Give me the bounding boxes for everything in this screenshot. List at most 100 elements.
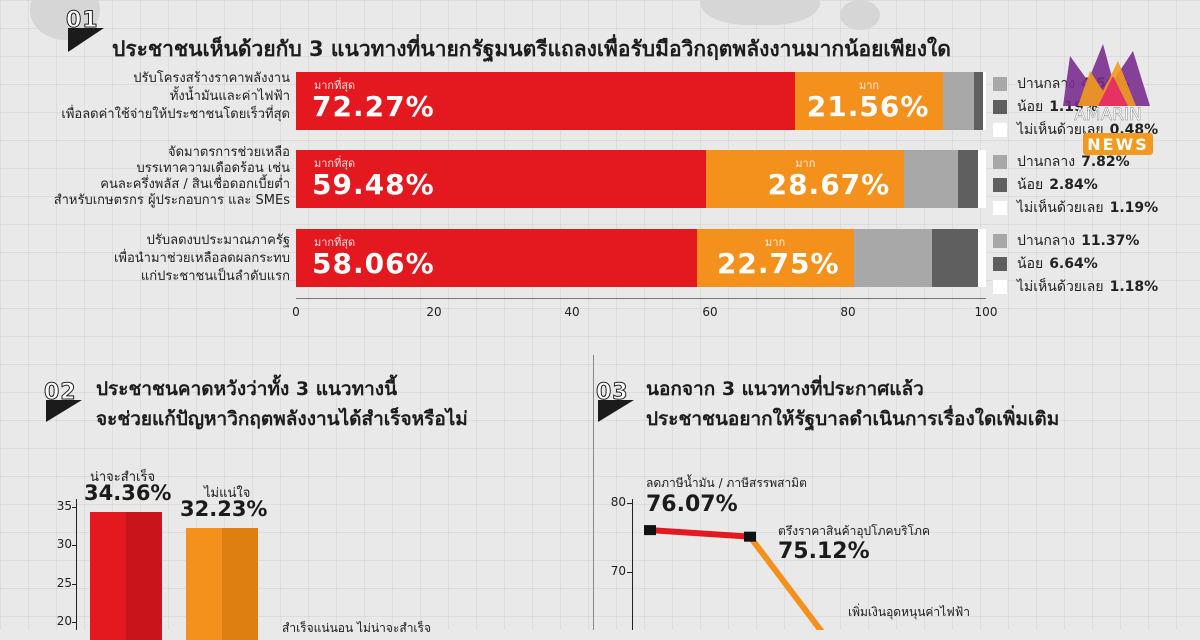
category-label: เพื่อนำมาช่วยเหลือลดผลกระทบ [113,251,290,266]
line-segment [747,534,825,630]
legend-label: ไม่เห็นด้วยเลย [1017,121,1104,138]
legend-value: 2.84% [1049,176,1098,193]
legend-value: 11.37% [1081,232,1140,249]
y-tick-mark [72,622,76,623]
legend-item: ปานกลาง 7.82% [993,150,1158,173]
legend-swatch [993,256,1007,271]
legend-label: น้อย [1017,176,1044,193]
legend-value: 1.18% [1109,278,1159,295]
legend-label: ปานกลาง [1017,153,1076,170]
bar-segment [977,150,986,208]
y-tick-mark [627,572,632,573]
y-tick-mark [72,545,76,547]
category-label: เพื่อลดค่าใช้จ่ายให้ประชาชนโดยเร็วที่สุด [61,107,290,122]
x-tick-label: 80 [840,305,856,319]
point-value-label: 75.12% [778,539,870,564]
bar-row: มากที่สุด 72.27% มาก 21.56% [296,72,986,130]
bar-segment [853,229,933,287]
bar-series-tag: มากที่สุด [314,236,356,249]
bar-category-label: น่าจะสำเร็จ [90,469,156,485]
bar-value-label: 32.23% [180,497,268,522]
category-label: คนละครึ่งพลัส / สินเชื่อดอกเบี้ยต่ำ [100,177,290,192]
bar-series-tag: มากที่สุด [314,157,356,170]
legend-value: 1.19% [1109,199,1159,216]
y-tick-label: 30 [56,537,72,552]
logo-bottom-text: NEWS [1087,135,1149,154]
point-label: ลดภาษีน้ำมัน / ภาษีสรรพสามิต [646,476,807,490]
legend-swatch [993,154,1007,169]
section-arrow-icon [68,28,104,52]
legend-swatch [993,200,1007,215]
bar-segment: มากที่สุด 59.48% [296,150,707,208]
bar-segment [943,72,975,130]
bar-series-tag: มาก [795,157,816,170]
category-label: บรรเทาความเดือดร้อน เช่น [136,161,291,176]
legend-label: ไม่เห็นด้วยเลย [1017,199,1104,216]
x-tick-label: 60 [702,305,718,319]
category-label: แก่ประชาชนเป็นลำดับแรก [140,269,290,284]
logo-top-text: AMARIN [1074,105,1141,125]
bar-segment [904,150,959,208]
y-tick-mark [72,583,76,585]
amarin-news-logo: AMARIN NEWS [1063,44,1153,155]
bar-series-tag: มาก [765,236,786,249]
map-decoration [840,0,880,30]
legend-swatch [993,233,1007,248]
section-arrow-icon [598,400,634,422]
y-tick-label: 25 [56,575,72,590]
section2-title-line1: ประชาชนคาดหวังว่าทั้ง 3 แนวทางนี้ [96,378,398,400]
bar-segment [977,229,986,287]
legend-value: 7.82% [1081,153,1130,170]
bar-segment: มาก 28.67% [706,150,905,208]
bar [186,528,258,640]
legend-swatch [993,122,1007,137]
legend-label: ไม่เห็นด้วยเลย [1017,278,1104,295]
legend-label: ปานกลาง [1017,75,1076,92]
y-tick-mark [72,507,76,508]
bar-category-label: ไม่แน่ใจ [204,486,251,502]
x-tick-label: 20 [426,305,442,319]
line-segment [649,527,751,540]
bar-value-label: 34.36% [84,480,172,505]
legend-swatch [993,99,1007,114]
legend-swatch [993,279,1007,294]
bar-segment: มากที่สุด 72.27% [296,72,795,130]
section-arrow-icon [46,400,82,422]
y-tick-label: 20 [56,614,72,628]
bar-series-tag: มากที่สุด [314,79,356,92]
x-tick-label: 100 [974,305,998,319]
line-point [744,531,756,542]
bar-segment: มากที่สุด 58.06% [296,229,697,287]
bar-segment: มาก 22.75% [696,229,854,287]
y-axis [632,499,633,630]
y-tick-label: 70 [610,564,626,578]
point-value-label: 76.07% [646,492,738,517]
section1-title: ประชาชนเห็นด้วยกับ 3 แนวทางที่นายกรัฐมนต… [112,37,951,61]
bar-value-label: 58.06% [312,247,435,280]
category-label: สำหรับเกษตรกร ผู้ประกอบการ และ SMEs [53,193,290,208]
side-legend: ปานกลาง 11.37% น้อย 6.64% ไม่เห็นด้วยเลย 1.18… [993,229,1158,298]
category-label: ปรับลดงบประมาณภาครัฐ [146,233,290,248]
divider [593,355,594,630]
bar-segment: มาก 21.56% [794,72,944,130]
legend-item: น้อย 2.84% [993,173,1158,196]
x-tick-label: 40 [564,305,580,319]
category-label: จัดมาตรการช่วยเหลือ [167,145,290,160]
legend-label: น้อย [1017,255,1044,272]
legend-item: ไม่เห็นด้วยเลย 1.18% [993,275,1158,298]
bar-segment [932,229,978,287]
category-label: ปรับโครงสร้างราคาพลังงาน [133,71,290,86]
bar-row: มากที่สุด 58.06% มาก 22.75% [296,229,986,287]
bar-series-tag: มาก [858,79,880,92]
bar-value-label: 28.67% [767,168,891,201]
x-tick-label: 0 [292,305,300,319]
legend-item: น้อย 6.64% [993,252,1158,275]
bar-segment [958,150,978,208]
legend-label: ปานกลาง [1017,232,1076,249]
legend-swatch [993,177,1007,192]
bar-value-label: 21.56% [806,90,930,123]
bar-segment [982,72,986,130]
legend-label: น้อย [1017,98,1044,115]
section2-title-line2: จะช่วยแก้ปัญหาวิกฤตพลังงานได้สำเร็จหรือไ… [96,408,468,430]
category-label: ทั้งน้ำมันและค่าไฟฟ้า [169,89,290,104]
